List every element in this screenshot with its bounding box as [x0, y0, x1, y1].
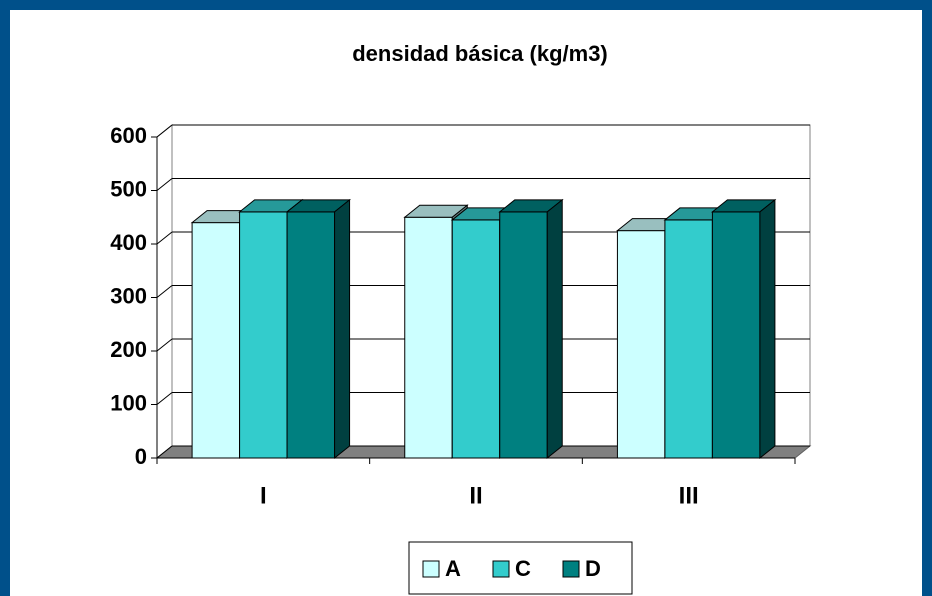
x-tick-label: II — [469, 482, 482, 509]
bar — [711, 211, 761, 459]
bar — [191, 222, 241, 459]
bar — [404, 216, 453, 459]
bar — [239, 211, 288, 459]
bar-side — [546, 198, 563, 460]
bar — [286, 211, 336, 459]
y-tick-label: 200 — [110, 337, 147, 362]
chart-title: densidad básica (kg/m3) — [352, 41, 608, 66]
y-tick-label: 0 — [135, 444, 147, 469]
grid-line — [156, 445, 173, 459]
legend-swatch — [562, 560, 580, 578]
legend — [408, 541, 633, 595]
grid-line — [156, 338, 173, 352]
y-tick-label: 600 — [110, 123, 147, 148]
grid-line — [156, 178, 173, 191]
legend-swatch — [422, 560, 440, 578]
y-tick-label: 400 — [110, 230, 147, 255]
grid-line — [156, 231, 173, 245]
x-tick-label: III — [679, 482, 699, 509]
y-tick-label: 300 — [110, 283, 147, 308]
y-tick-label: 500 — [110, 176, 147, 201]
bar-side — [334, 198, 351, 460]
legend-swatch — [492, 560, 510, 578]
grid-line — [156, 124, 173, 138]
x-tick-label: I — [260, 482, 267, 509]
y-tick-label: 100 — [110, 390, 147, 415]
bar — [616, 230, 666, 459]
grid-line — [156, 285, 173, 298]
grid-line — [156, 392, 173, 405]
bar — [499, 211, 548, 459]
bar — [451, 219, 501, 459]
legend-label: A — [445, 556, 461, 581]
bar — [664, 219, 713, 459]
bar-side — [759, 198, 776, 460]
legend-label: C — [515, 556, 531, 581]
legend-label: D — [585, 556, 601, 581]
